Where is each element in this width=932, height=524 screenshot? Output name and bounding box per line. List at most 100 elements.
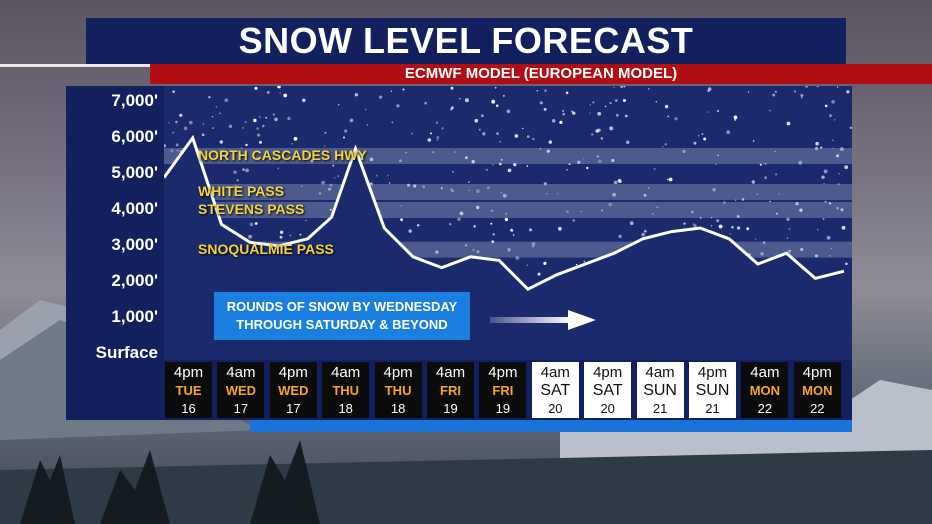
note-line-2: THROUGH SATURDAY & BEYOND [236,317,448,332]
x-tick-time: 4pm [802,364,832,381]
snow-dot [270,199,272,201]
snow-dot [164,144,166,148]
snow-dot [558,226,562,231]
snow-dot [482,132,486,136]
snow-dot [526,135,530,138]
snow-dot [507,168,512,173]
snow-dot [769,200,771,203]
snow-dot [788,228,791,230]
x-tick-dow: FRI [440,383,461,398]
snow-dot [613,86,615,89]
snow-dot [476,250,480,254]
snow-dot [490,209,494,212]
snow-dot [562,109,565,112]
snow-dot [512,234,515,236]
snow-dot [329,208,332,211]
snow-dot [255,157,260,161]
snow-dot [626,140,630,144]
snow-dot [653,168,656,170]
snow-dot [551,119,556,123]
snow-dot [583,158,585,160]
snow-dot [457,217,461,221]
snow-dot [471,160,475,164]
snow-dot [304,219,307,222]
snow-dot [604,105,607,108]
snow-dot [248,234,252,239]
pass-label: NORTH CASCADES HWY [198,147,367,163]
snow-dot [741,198,745,201]
x-tick-time: 4pm [173,364,204,381]
snow-dot [486,186,490,190]
snow-dot [329,183,333,187]
snow-dot [652,213,654,215]
snow-dot [175,143,179,147]
snow-dot [566,169,568,171]
panel-accent-bar [250,420,852,432]
snow-dot [293,136,298,141]
snow-dot [800,94,804,97]
x-tick-cell: 4pm WED 17 [269,362,317,418]
snow-dot [734,118,737,121]
snow-dot [786,121,791,126]
snow-dot [263,195,267,198]
snow-dot [788,249,791,253]
snow-dot [609,126,614,131]
x-tick-dow: SUN [643,382,677,399]
snow-dot [544,89,547,92]
snow-dot [737,226,741,230]
snow-dot [536,89,539,92]
snow-dot [591,133,594,136]
snow-dot [820,146,823,149]
snow-dot [233,170,237,174]
x-tick-dow: WED [278,383,309,398]
snow-dot [778,193,780,195]
snow-dot [846,90,850,94]
snow-dot [623,86,626,88]
snow-dot [829,254,831,257]
snow-dot [717,154,719,157]
snow-dot [202,123,205,125]
snow-dot [245,143,248,147]
snow-dot [583,260,586,263]
snow-dot [817,229,819,231]
pass-label: STEVENS PASS [198,201,305,217]
snow-dot [559,120,563,124]
snow-dot [707,111,709,113]
y-tick-label: 5,000' [111,163,158,182]
snow-dot [259,140,262,144]
snow-dot [701,133,704,135]
snow-dot [840,208,844,212]
x-tick-dow: TUE [175,383,202,398]
snow-dot [465,156,468,160]
y-tick-label: 2,000' [111,271,158,290]
snow-dot [667,115,669,118]
snow-dot [490,222,493,225]
arrow-right-icon [490,310,596,330]
snow-dot [257,133,261,137]
snow-dot [299,233,302,236]
snow-dot [413,184,417,188]
snow-dot [254,222,258,225]
snow-dot [502,94,505,97]
x-tick-time: 4pm [697,364,728,381]
snow-dot [674,117,678,121]
snow-dot [830,247,832,249]
snow-dot [715,163,717,165]
snow-dot [476,205,480,210]
x-tick-date: 22 [810,401,825,416]
snow-dot [253,118,257,123]
snow-dot [473,225,476,228]
snow-dot [179,113,183,117]
snow-dot [612,192,616,197]
x-tick-time: 4pm [488,364,518,381]
snow-dot [207,152,209,155]
snow-dot [840,147,844,152]
snow-level-line [164,134,845,292]
snow-dot [710,216,713,219]
x-tick-cell: 4am MON 22 [741,362,789,418]
snow-dot [436,136,440,139]
snow-dot [699,216,702,219]
chart-title: SNOW LEVEL FORECAST [86,18,846,64]
snow-dot [730,233,732,235]
snow-dot [693,141,697,145]
